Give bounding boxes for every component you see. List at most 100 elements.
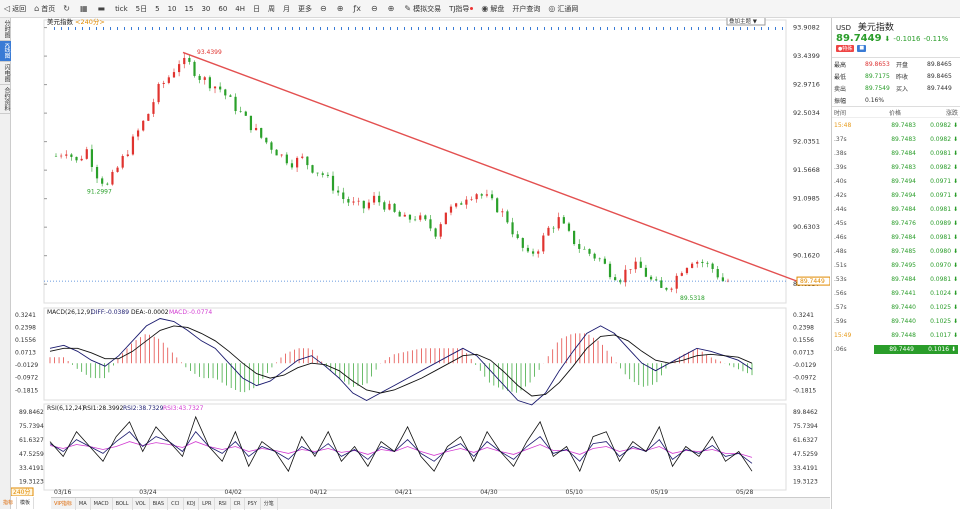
top-marker bbox=[635, 27, 636, 30]
more-button[interactable]: 更多 bbox=[298, 4, 312, 13]
indicator-6[interactable]: CCI bbox=[168, 497, 184, 510]
rsi-legend-rsi2: RSI2:38.7329 bbox=[123, 405, 164, 412]
timeframe-2[interactable]: 5 bbox=[155, 4, 160, 13]
timeframe-0[interactable]: tick bbox=[115, 4, 128, 13]
chart-area[interactable]: 93.9082 93.4399 92.9716 92.5034 92.0351 91.56… bbox=[10, 16, 831, 497]
indicator-0[interactable]: VIP指标 bbox=[51, 497, 76, 510]
top-marker bbox=[173, 27, 174, 30]
tool-3[interactable]: ⊖ bbox=[367, 0, 384, 18]
candle-body bbox=[655, 279, 658, 281]
indicator-11[interactable]: PSY bbox=[245, 497, 261, 510]
toolbar-item-2[interactable]: ↻ bbox=[59, 0, 76, 18]
tool-5[interactable]: ✎ 模拟交易 bbox=[400, 0, 445, 18]
candle-body bbox=[721, 277, 724, 282]
date-label: 05/10 bbox=[566, 489, 583, 496]
candle-body bbox=[475, 194, 478, 200]
macd-tick-label-left: -0.1815 bbox=[15, 387, 38, 394]
tool-8[interactable]: 开户查询 bbox=[508, 0, 544, 18]
indicator-3[interactable]: BOLL bbox=[113, 497, 133, 510]
candle-body bbox=[331, 175, 335, 191]
candle-body bbox=[434, 228, 437, 237]
top-marker bbox=[691, 27, 692, 30]
left-tab-3[interactable]: 合约资料 bbox=[0, 85, 11, 114]
rsi-legend-rsi1: RSI1:28.3992 bbox=[83, 405, 124, 412]
bottom-tab-1[interactable]: 模板 bbox=[17, 497, 35, 509]
tick-row: .51s 89.7495 0.0970 ⬇ bbox=[832, 258, 960, 272]
timeframe-8[interactable]: 日 bbox=[253, 4, 260, 13]
top-marker bbox=[565, 27, 566, 30]
top-marker bbox=[369, 27, 370, 30]
candle-body bbox=[701, 261, 704, 263]
rsi-tick-label-left: 33.4191 bbox=[19, 465, 44, 472]
timeframe-7[interactable]: 4H bbox=[235, 4, 245, 13]
toolbar-item-4[interactable]: ▬ bbox=[94, 0, 112, 18]
candle-body bbox=[234, 96, 237, 112]
indicator-10[interactable]: CR bbox=[231, 497, 245, 510]
tick-time: .42s bbox=[834, 191, 847, 199]
chart-svg[interactable]: 93.9082 93.4399 92.9716 92.5034 92.0351 91.56… bbox=[10, 16, 831, 497]
toolbar-item-0[interactable]: ◁ 返回 bbox=[0, 0, 30, 18]
period-badge: 240分 bbox=[13, 488, 30, 496]
tool-1[interactable]: ⊕ bbox=[333, 0, 350, 18]
top-marker bbox=[138, 27, 139, 30]
candle-body bbox=[347, 199, 350, 203]
candle-body bbox=[716, 268, 719, 278]
rsi-tick-label: 47.5259 bbox=[793, 451, 818, 458]
candle-body bbox=[285, 154, 288, 164]
price-tick-label: 92.5034 bbox=[793, 109, 820, 117]
candle-body bbox=[280, 154, 283, 156]
tool-6[interactable]: TJ指导 bbox=[445, 0, 477, 18]
candle-body bbox=[501, 211, 504, 213]
timeframe-10[interactable]: 月 bbox=[283, 4, 290, 13]
top-marker bbox=[614, 27, 615, 30]
timeframe-9[interactable]: 周 bbox=[268, 4, 275, 13]
top-marker bbox=[145, 27, 146, 30]
indicator-7[interactable]: KDJ bbox=[184, 497, 200, 510]
indicator-9[interactable]: RSI bbox=[215, 497, 231, 510]
alert-badge[interactable]: ●特殊 bbox=[836, 45, 855, 52]
tick-price: 89.7441 bbox=[891, 289, 916, 297]
left-tab-2[interactable]: 闪电图 bbox=[0, 62, 11, 85]
tool-2[interactable]: ƒx bbox=[349, 0, 367, 18]
top-marker bbox=[96, 27, 97, 30]
candle-body bbox=[598, 258, 601, 260]
macd-tick-label-left: 0.3241 bbox=[15, 312, 36, 319]
stat-value: 89.8465 bbox=[927, 72, 952, 80]
tool-0[interactable]: ⊖ bbox=[316, 0, 333, 18]
candle-body bbox=[660, 280, 663, 288]
toolbar-item-3[interactable]: ▦ bbox=[76, 0, 94, 18]
tick-change: 0.0971 ⬇ bbox=[930, 177, 958, 185]
bottom-tab-0[interactable]: 指标 bbox=[0, 497, 18, 509]
tool-label-5: 模拟交易 bbox=[413, 4, 442, 13]
candle-body bbox=[403, 214, 406, 217]
timeframe-1[interactable]: 5日 bbox=[135, 4, 148, 13]
candle-body bbox=[383, 202, 386, 210]
toolbar-item-1[interactable]: ⌂ 首页 bbox=[30, 0, 59, 18]
timeframe-4[interactable]: 15 bbox=[184, 4, 194, 13]
macd-tick-label-left: -0.0972 bbox=[15, 375, 38, 382]
timeframe-5[interactable]: 30 bbox=[201, 4, 211, 13]
candle-body bbox=[357, 200, 360, 202]
top-marker bbox=[222, 27, 223, 30]
candle-body bbox=[306, 156, 309, 166]
macd-tick-label-left: 0.2398 bbox=[15, 324, 36, 331]
tool-7[interactable]: ◉ 解盘 bbox=[477, 0, 508, 18]
indicator-5[interactable]: BIAS bbox=[150, 497, 169, 510]
tick-price: 89.7440 bbox=[891, 317, 916, 325]
top-marker bbox=[117, 27, 118, 30]
indicator-4[interactable]: VOL bbox=[133, 497, 150, 510]
indicator-12[interactable]: 分笔 bbox=[261, 497, 278, 510]
indicator-8[interactable]: LPR bbox=[199, 497, 216, 510]
indicator-1[interactable]: MA bbox=[76, 497, 91, 510]
left-tab-1[interactable]: K线图 bbox=[0, 41, 11, 62]
info-badge[interactable]: ■ bbox=[857, 45, 867, 52]
rsi-tick-label-left: 61.6327 bbox=[19, 437, 44, 444]
candle-body bbox=[480, 194, 483, 196]
indicator-2[interactable]: MACD bbox=[91, 497, 113, 510]
left-tab-0[interactable]: 分时图 bbox=[0, 18, 11, 41]
timeframe-6[interactable]: 60 bbox=[218, 4, 228, 13]
timeframe-3[interactable]: 10 bbox=[167, 4, 177, 13]
tool-9[interactable]: ◎ 汇通网 bbox=[544, 0, 582, 18]
tick-time: .59s bbox=[834, 317, 847, 325]
tool-4[interactable]: ⊕ bbox=[384, 0, 401, 18]
